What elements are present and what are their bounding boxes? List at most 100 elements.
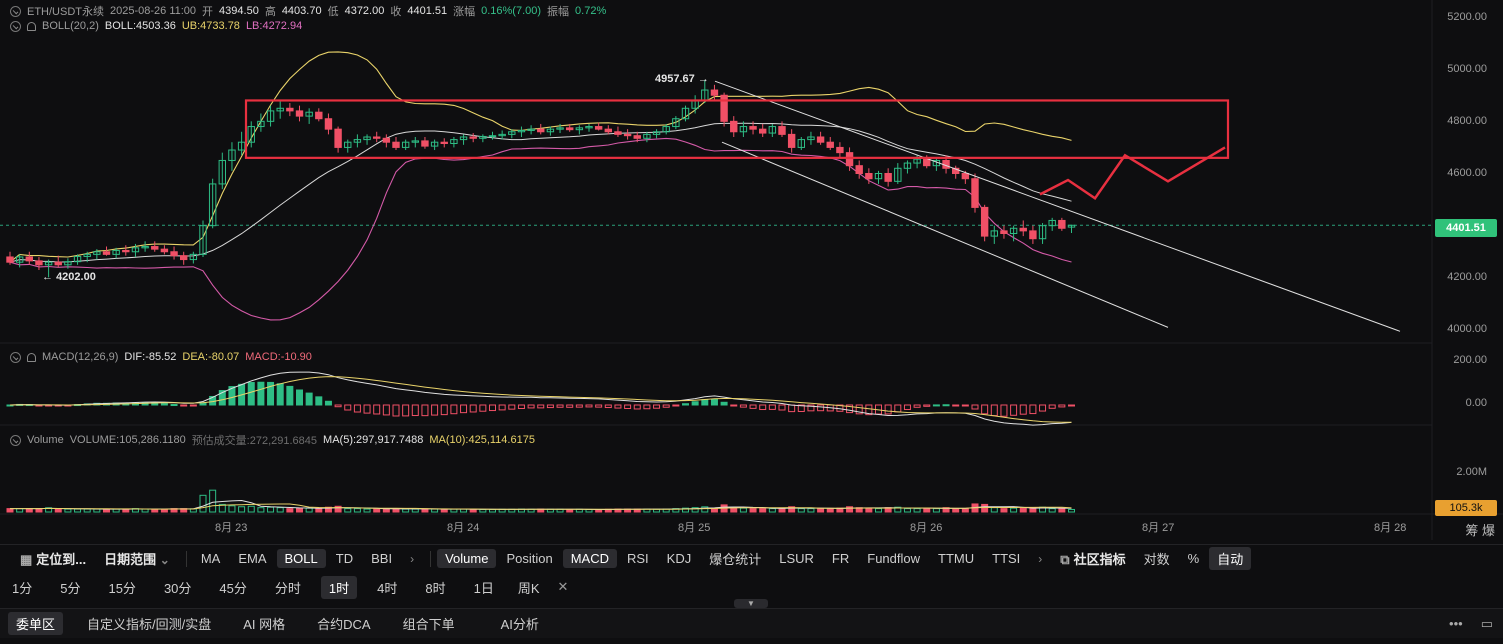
date-range-button[interactable]: 日期范围 ⌄	[96, 547, 178, 570]
macd-histogram-bar	[160, 403, 168, 406]
sub-ind-kdj[interactable]: KDJ	[666, 551, 692, 566]
candle-body	[971, 178, 979, 208]
macd-histogram-bar	[218, 390, 226, 406]
high-label: 高	[264, 6, 276, 18]
macd-histogram-bar	[913, 404, 921, 408]
main-ind-td[interactable]: TD	[335, 551, 354, 566]
main-ind-ma[interactable]: MA	[200, 551, 221, 566]
macd-histogram-bar	[923, 404, 931, 407]
sub-ind-volume[interactable]: Volume	[437, 549, 497, 568]
candle-body	[459, 136, 468, 141]
chevron-right-icon[interactable]: ›	[410, 551, 415, 566]
macd-histogram-bar	[1058, 404, 1066, 408]
interval-1d[interactable]: 1日	[473, 580, 494, 596]
volume-bar	[228, 505, 236, 513]
macd-histogram-bar	[296, 389, 303, 406]
boll-middle-line	[9, 122, 1072, 263]
tab-orders[interactable]: 委单区	[8, 612, 64, 635]
interval-30m[interactable]: 30分	[163, 580, 192, 596]
collapse-handle[interactable]: ▼	[734, 599, 768, 608]
volume-bar	[16, 508, 24, 513]
macd-histogram-bar	[768, 404, 776, 410]
volume-bar	[45, 507, 53, 513]
chip-distribution-icon[interactable]: 筹 爆	[1465, 523, 1495, 538]
visibility-icon[interactable]	[10, 20, 21, 32]
low-annotation: ← 4202.00	[42, 271, 96, 283]
main-ind-boll[interactable]: BOLL	[276, 549, 326, 568]
macd-histogram-bar	[402, 404, 410, 417]
candle-body	[266, 110, 275, 122]
candle-body	[488, 135, 497, 138]
interval-1w[interactable]: 周K	[517, 580, 540, 596]
log-scale-toggle[interactable]: 对数	[1143, 552, 1170, 567]
sub-ind-position[interactable]: Position	[506, 551, 553, 566]
sub-ind-ttsi[interactable]: TTSI	[992, 551, 1021, 566]
macd-histogram-bar	[382, 404, 390, 416]
community-indicator-button[interactable]: ⧉ 社区指标	[1052, 547, 1133, 570]
interval-timeline[interactable]: 分时	[274, 580, 301, 596]
sub-ind-fr[interactable]: FR	[831, 551, 850, 566]
candle-body	[131, 247, 140, 253]
window-icon[interactable]: ▭	[1480, 615, 1493, 631]
price-tick: 5000.00	[1447, 63, 1487, 75]
macd-histogram-bar	[344, 404, 352, 411]
locate-button[interactable]: ▦ 定位到...	[12, 547, 94, 570]
volume-bar	[749, 508, 757, 513]
tab-combo-order[interactable]: 组合下单	[402, 617, 455, 632]
last-volume-tag: 105.3k	[1435, 500, 1497, 516]
alert-icon[interactable]	[27, 352, 36, 362]
alert-icon[interactable]	[27, 21, 36, 31]
interval-4h[interactable]: 4时	[377, 580, 398, 596]
main-ind-bbi[interactable]: BBI	[371, 551, 393, 566]
sub-ind-fundflow[interactable]: Fundflow	[867, 551, 921, 566]
sub-ind-rsi[interactable]: RSI	[626, 551, 649, 566]
volume-bar	[35, 508, 43, 513]
interval-15m[interactable]: 15分	[108, 580, 136, 596]
candle-body	[64, 261, 72, 266]
candle-body	[286, 107, 294, 112]
candle-body	[401, 141, 410, 148]
main-ind-ema[interactable]: EMA	[238, 551, 267, 566]
candle-body	[759, 128, 767, 134]
candle-body	[324, 118, 333, 130]
sub-ind-liquidation[interactable]: 爆仓统计	[709, 552, 762, 567]
sub-ind-ttmu[interactable]: TTMU	[938, 551, 975, 566]
candle-body	[450, 139, 458, 145]
tab-ai-analysis[interactable]: AI分析	[500, 617, 539, 632]
candle-body	[218, 159, 227, 185]
open-value: 4394.50	[219, 5, 259, 17]
boll-lower-line	[9, 137, 1072, 321]
macd-histogram-bar	[855, 404, 863, 415]
interval-1h[interactable]: 1时	[320, 575, 358, 599]
more-icon[interactable]: •••	[1449, 616, 1463, 631]
candle-body	[93, 251, 101, 255]
visibility-icon[interactable]	[10, 351, 21, 363]
candle-body	[855, 165, 863, 175]
auto-scale-toggle[interactable]: 自动	[1209, 547, 1252, 570]
volume-value: VOLUME:105,286.1180	[69, 434, 186, 446]
percent-scale-toggle[interactable]: %	[1187, 551, 1200, 566]
tab-ai-grid[interactable]: AI 网格	[243, 617, 286, 632]
tab-custom-indicators[interactable]: 自定义指标/回测/实盘	[87, 617, 212, 632]
chevron-right-icon[interactable]: ›	[1038, 551, 1043, 566]
chart-canvas[interactable]	[0, 0, 1503, 540]
candle-body	[797, 139, 805, 148]
macd-histogram-bar	[981, 404, 989, 415]
candle-body	[903, 162, 912, 169]
sub-ind-macd[interactable]: MACD	[562, 549, 617, 568]
candle-body	[537, 128, 545, 133]
visibility-icon[interactable]	[10, 5, 21, 17]
volume-bar	[894, 506, 902, 513]
interval-45m[interactable]: 45分	[219, 580, 247, 596]
visibility-icon[interactable]	[10, 434, 21, 446]
interval-8h[interactable]: 8时	[425, 580, 446, 596]
interval-1m[interactable]: 1分	[12, 580, 33, 596]
interval-5m[interactable]: 5分	[60, 580, 81, 596]
candle-body	[778, 126, 786, 135]
tab-contract-dca[interactable]: 合约DCA	[317, 617, 371, 632]
candle-body	[411, 140, 420, 143]
macd-histogram-bar	[643, 404, 651, 410]
close-icon[interactable]: ✕	[557, 579, 569, 594]
macd-histogram-bar	[479, 404, 487, 412]
sub-ind-lsur[interactable]: LSUR	[779, 551, 814, 566]
